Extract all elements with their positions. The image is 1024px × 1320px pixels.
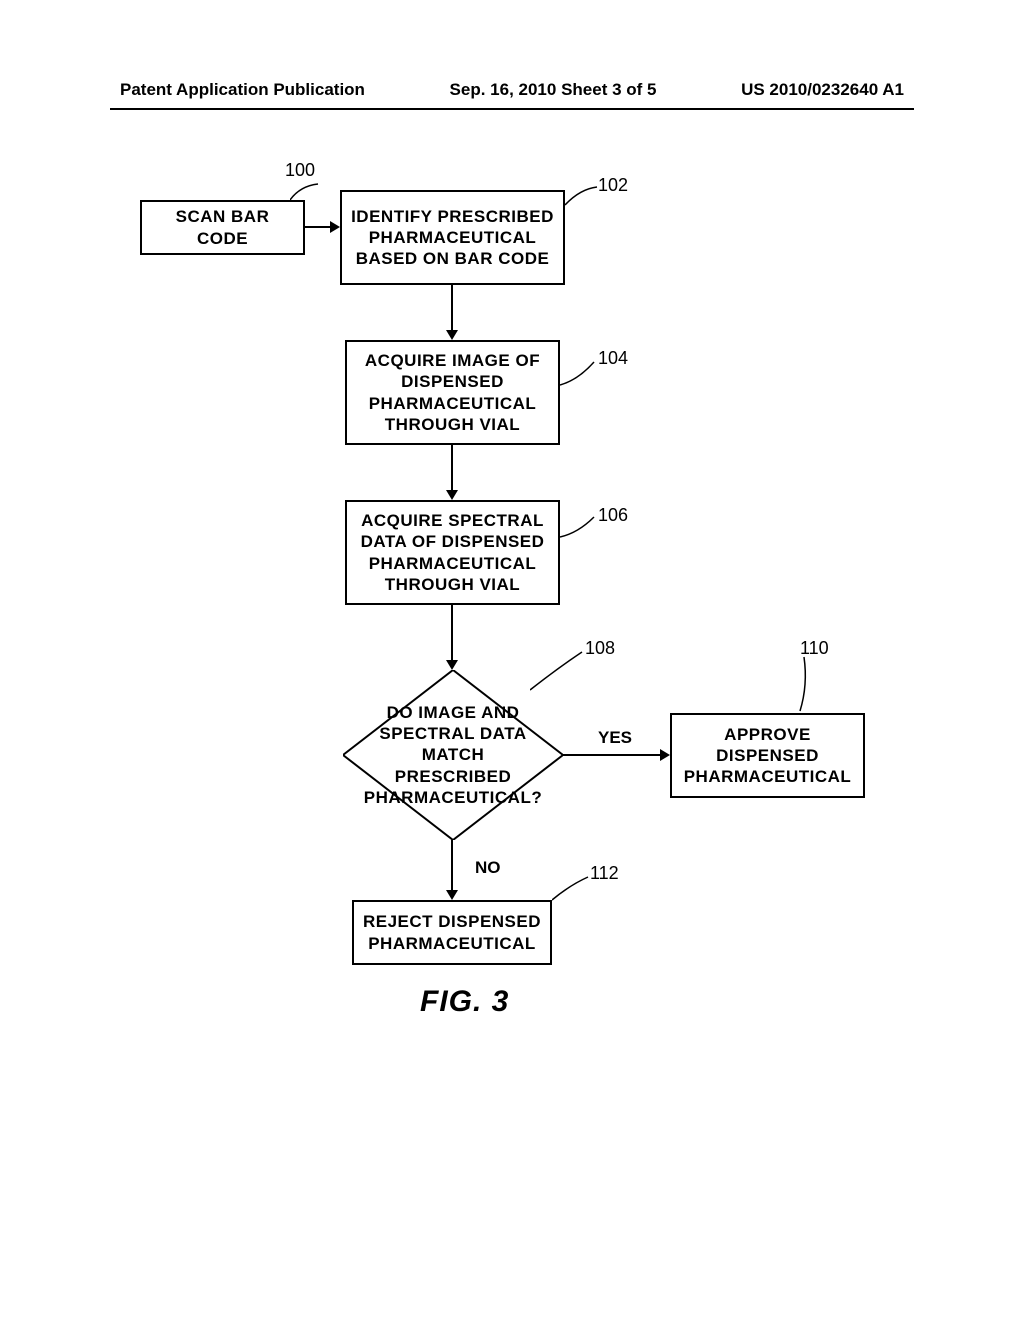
node-reject: REJECT DISPENSED PHARMACEUTICAL: [352, 900, 552, 965]
node-text: SCAN BAR CODE: [148, 206, 297, 249]
arrowhead-icon: [446, 890, 458, 900]
ref-label-110: 110: [800, 638, 829, 659]
edge-108-110: [563, 754, 662, 756]
leader-line: [560, 360, 598, 388]
ref-label-102: 102: [598, 175, 628, 196]
edge-108-112: [451, 840, 453, 892]
edge-102-104: [451, 285, 453, 332]
page-header: Patent Application Publication Sep. 16, …: [0, 80, 1024, 100]
edge-label-yes: YES: [598, 728, 632, 748]
node-text: REJECT DISPENSED PHARMACEUTICAL: [360, 911, 544, 954]
node-identify-prescribed: IDENTIFY PRESCRIBED PHARMACEUTICAL BASED…: [340, 190, 565, 285]
ref-label-106: 106: [598, 505, 628, 526]
node-scan-bar-code: SCAN BAR CODE: [140, 200, 305, 255]
edge-label-no: NO: [475, 858, 501, 878]
arrowhead-icon: [330, 221, 340, 233]
header-center: Sep. 16, 2010 Sheet 3 of 5: [450, 80, 657, 100]
header-left: Patent Application Publication: [120, 80, 365, 100]
leader-line: [565, 185, 600, 210]
node-text: ACQUIRE IMAGE OF DISPENSED PHARMACEUTICA…: [353, 350, 552, 435]
ref-label-104: 104: [598, 348, 628, 369]
header-rule: [110, 108, 914, 110]
leader-line: [560, 515, 598, 543]
node-approve: APPROVE DISPENSED PHARMACEUTICAL: [670, 713, 865, 798]
node-acquire-spectral: ACQUIRE SPECTRAL DATA OF DISPENSED PHARM…: [345, 500, 560, 605]
node-text: APPROVE DISPENSED PHARMACEUTICAL: [678, 724, 857, 788]
edge-100-102: [305, 226, 332, 228]
arrowhead-icon: [446, 660, 458, 670]
arrowhead-icon: [446, 330, 458, 340]
node-decision-match: DO IMAGE AND SPECTRAL DATA MATCH PRESCRI…: [343, 670, 563, 840]
header-right: US 2010/0232640 A1: [741, 80, 904, 100]
flowchart: SCAN BAR CODE 100 IDENTIFY PRESCRIBED PH…: [0, 180, 1024, 1180]
edge-106-108: [451, 605, 453, 662]
arrowhead-icon: [660, 749, 670, 761]
leader-line: [790, 655, 810, 713]
edge-104-106: [451, 445, 453, 492]
node-text: IDENTIFY PRESCRIBED PHARMACEUTICAL BASED…: [348, 206, 557, 270]
node-text: ACQUIRE SPECTRAL DATA OF DISPENSED PHARM…: [353, 510, 552, 595]
figure-caption: FIG. 3: [420, 985, 509, 1019]
leader-line: [290, 182, 322, 202]
ref-label-100: 100: [285, 160, 315, 181]
leader-line: [530, 650, 585, 695]
leader-line: [552, 875, 592, 903]
node-acquire-image: ACQUIRE IMAGE OF DISPENSED PHARMACEUTICA…: [345, 340, 560, 445]
ref-label-112: 112: [590, 863, 619, 884]
arrowhead-icon: [446, 490, 458, 500]
node-text: DO IMAGE AND SPECTRAL DATA MATCH PRESCRI…: [343, 670, 563, 840]
ref-label-108: 108: [585, 638, 615, 659]
